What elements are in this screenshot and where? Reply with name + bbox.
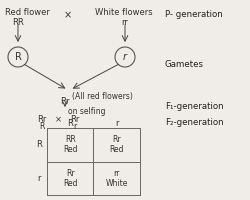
- Text: Gametes: Gametes: [164, 60, 203, 69]
- Text: F₂-generation: F₂-generation: [164, 118, 223, 127]
- Text: on selfing: on selfing: [68, 107, 105, 116]
- Text: RR: RR: [12, 18, 24, 27]
- Text: r: r: [37, 174, 40, 183]
- Text: R: R: [39, 122, 44, 131]
- Text: Rr
Red: Rr Red: [63, 169, 77, 188]
- Text: Rr: Rr: [60, 97, 70, 106]
- Text: r: r: [114, 119, 118, 129]
- Text: ×: ×: [64, 10, 72, 20]
- Text: Red flower: Red flower: [5, 8, 50, 17]
- Text: R: R: [14, 52, 21, 62]
- Text: ×: ×: [54, 115, 61, 124]
- Text: rr: rr: [121, 18, 128, 27]
- Text: (All red flowers): (All red flowers): [72, 92, 132, 101]
- Text: P- generation: P- generation: [164, 10, 222, 19]
- Text: Rr: Rr: [37, 115, 46, 124]
- Text: Rr
Red: Rr Red: [109, 135, 124, 154]
- Text: r: r: [73, 122, 76, 131]
- Text: R: R: [67, 119, 73, 129]
- Text: Rr: Rr: [70, 115, 79, 124]
- Text: F₁-generation: F₁-generation: [164, 102, 223, 111]
- Text: White flowers: White flowers: [94, 8, 152, 17]
- Text: r: r: [122, 52, 126, 62]
- Text: R: R: [36, 140, 42, 149]
- Text: RR
Red: RR Red: [63, 135, 77, 154]
- Text: rr
White: rr White: [105, 169, 128, 188]
